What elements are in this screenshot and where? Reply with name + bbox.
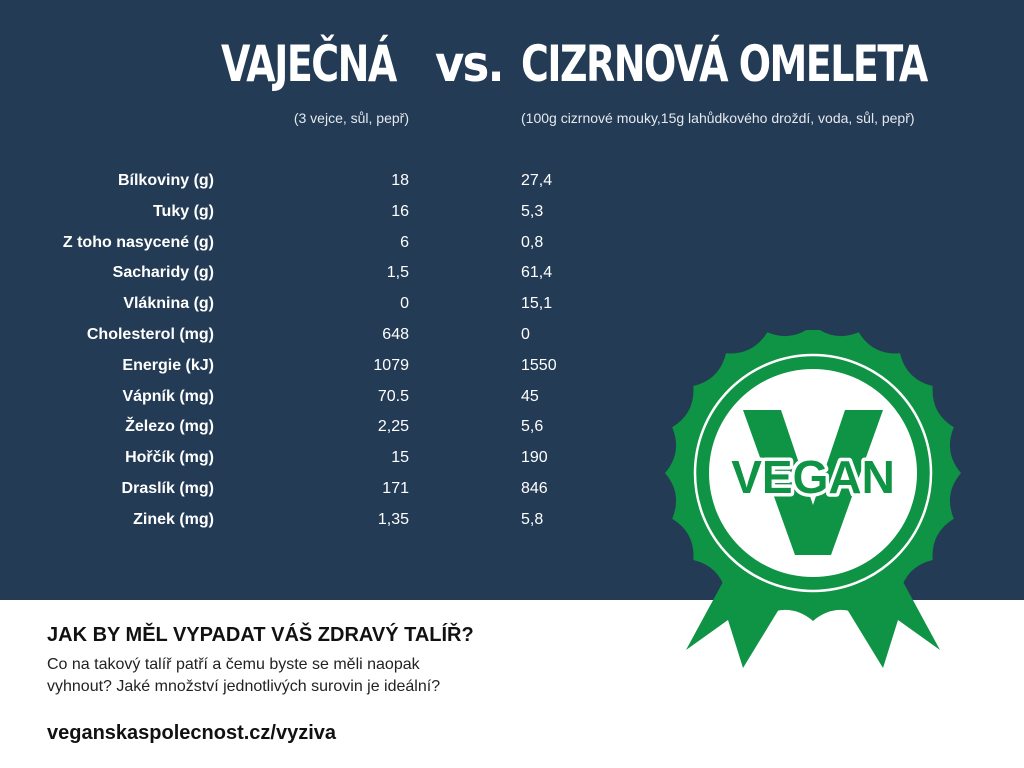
nutrient-label: Železo (mg) — [125, 418, 214, 436]
nutrient-label: Draslík (mg) — [121, 479, 214, 497]
nutrient-label: Zinek (mg) — [133, 510, 214, 528]
chickpea-omelette-title: CIZRNOVÁ OMELETA — [521, 35, 928, 93]
chickpea-ingredients: (100g cizrnové mouky,15g lahůdkového dro… — [521, 110, 915, 126]
nutrient-label: Bílkoviny (g) — [117, 172, 214, 189]
nutrition-table: Bílkoviny (g) 18 27,4 Tuky (g) 16 5,3 Z … — [0, 166, 1024, 536]
description-line: vyhnout? Jaké množství jednotlivých suro… — [47, 678, 441, 695]
chickpea-value: 5,3 — [521, 202, 544, 220]
chickpea-value: 15,1 — [521, 295, 553, 313]
nutrition-row-protein: Bílkoviny (g) 18 27,4 — [0, 166, 1024, 197]
nutrition-row-iron: Železo (mg) 2,25 5,6 — [0, 412, 1024, 443]
nutrition-row-saturated-fat: Z toho nasycené (g) 6 0,8 — [0, 228, 1024, 259]
nutrition-row-cholesterol: Cholesterol (mg) 648 0 — [0, 320, 1024, 351]
chickpea-value: 190 — [521, 449, 548, 467]
egg-value: 2,25 — [377, 418, 409, 436]
chickpea-value: 5,8 — [521, 510, 544, 528]
nutrition-row-energy: Energie (kJ) 1079 1550 — [0, 351, 1024, 382]
nutrition-row-fat: Tuky (g) 16 5,3 — [0, 197, 1024, 228]
chickpea-value: 27,4 — [521, 172, 553, 189]
egg-value: 16 — [391, 202, 409, 220]
nutrition-row-magnesium: Hořčík (mg) 15 190 — [0, 443, 1024, 474]
nutrient-label: Vápník (mg) — [122, 387, 214, 405]
nutrient-label: Sacharidy (g) — [112, 264, 214, 282]
vegan-badge-text: VEGAN — [731, 451, 895, 503]
nutrition-row-zinc: Zinek (mg) 1,35 5,8 — [0, 505, 1024, 536]
egg-value: 171 — [382, 479, 409, 497]
egg-value: 0 — [400, 295, 409, 313]
chickpea-value: 61,4 — [521, 264, 553, 282]
nutrient-label: Hořčík (mg) — [125, 449, 214, 467]
egg-value: 1079 — [373, 356, 409, 374]
nutrition-row-fiber: Vláknina (g) 0 15,1 — [0, 289, 1024, 320]
egg-omelette-title: VAJEČNÁ — [221, 35, 397, 93]
healthy-plate-question: JAK BY MĚL VYPADAT VÁŠ ZDRAVÝ TALÍŘ? — [47, 624, 474, 646]
footer-panel — [0, 600, 1024, 768]
chickpea-value: 0 — [521, 325, 530, 343]
nutrient-label: Vláknina (g) — [123, 295, 214, 313]
chickpea-value: 45 — [521, 387, 539, 405]
versus-label: vs. — [435, 35, 505, 93]
egg-value: 6 — [400, 233, 409, 251]
vegan-v-shape — [743, 410, 883, 555]
vegan-rosette-icon: VEGAN — [665, 330, 961, 668]
egg-value: 70.5 — [377, 387, 409, 405]
nutrition-website-link[interactable]: veganskaspolecnost.cz/vyziva — [47, 722, 337, 744]
nutrient-label: Z toho nasycené (g) — [62, 233, 214, 251]
nutrient-label: Tuky (g) — [152, 202, 214, 220]
nutrient-label: Energie (kJ) — [122, 356, 214, 374]
egg-value: 1,5 — [386, 264, 409, 282]
chickpea-value: 1550 — [521, 356, 557, 374]
egg-value: 648 — [382, 325, 409, 343]
nutrition-row-carbohydrates: Sacharidy (g) 1,5 61,4 — [0, 258, 1024, 289]
egg-value: 18 — [391, 172, 409, 189]
egg-value: 1,35 — [377, 510, 409, 528]
badge-ring — [693, 353, 933, 593]
nutrition-row-calcium: Vápník (mg) 70.5 45 — [0, 382, 1024, 413]
egg-ingredients: (3 vejce, sůl, pepř) — [293, 110, 409, 126]
header-panel: VAJEČNÁ vs. CIZRNOVÁ OMELETA (3 vejce, s… — [0, 0, 1024, 600]
healthy-plate-description: Co na takový talíř patří a čemu byste se… — [47, 654, 547, 698]
nutrition-row-potassium: Draslík (mg) 171 846 — [0, 474, 1024, 505]
nutrient-label: Cholesterol (mg) — [86, 325, 214, 343]
chickpea-value: 846 — [521, 479, 548, 497]
chickpea-value: 0,8 — [521, 233, 544, 251]
description-line: Co na takový talíř patří a čemu byste se… — [47, 656, 420, 673]
chickpea-value: 5,6 — [521, 418, 544, 436]
egg-value: 15 — [391, 449, 409, 467]
